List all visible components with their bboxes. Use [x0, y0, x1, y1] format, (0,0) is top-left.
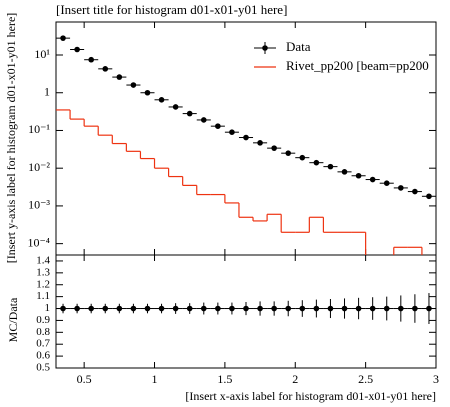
y-tick-label: 10⁻²: [28, 160, 50, 174]
y-tick-label: 10¹: [34, 47, 50, 61]
ratio-point: [299, 305, 306, 312]
data-point: [215, 123, 221, 129]
data-point: [130, 82, 137, 88]
data-point: [355, 172, 362, 179]
x-axis-label: [Insert x-axis label for histogram d01-x…: [185, 389, 436, 403]
y-tick-label: 1: [45, 302, 51, 314]
y-tick-label: 0.5: [36, 362, 50, 374]
data-point: [412, 188, 418, 195]
y-tick-label: 10⁻¹: [28, 122, 50, 136]
ratio-point: [355, 305, 362, 312]
ratio-point: [116, 305, 123, 312]
ratio-point: [257, 305, 263, 312]
data-point: [200, 117, 207, 123]
data-point: [285, 150, 292, 156]
y-tick-label: 0.6: [36, 350, 50, 362]
y-tick-label: 1.1: [36, 290, 50, 302]
ratio-frame: [55, 254, 437, 369]
ratio-y-label: MC/Data: [6, 297, 20, 342]
data-point: [257, 140, 263, 146]
ratio-point: [271, 305, 277, 312]
x-tick-label: 2.5: [358, 372, 373, 386]
x-tick-label: 2: [292, 372, 298, 386]
chart-title: [Insert title for histogram d01-x01-y01 …: [56, 2, 287, 17]
y-tick-label: 0.7: [36, 338, 50, 350]
data-point: [327, 163, 334, 170]
ratio-point: [426, 305, 432, 312]
ratio-point: [186, 305, 193, 312]
x-tick-label: 1: [152, 372, 158, 386]
data-point: [243, 134, 249, 141]
x-tick-label: 0.5: [77, 372, 92, 386]
data-point: [186, 110, 193, 117]
ratio-point: [285, 305, 292, 312]
data-point: [88, 56, 94, 63]
y-tick-label: 10⁻⁴: [27, 235, 50, 249]
ratio-point: [158, 305, 165, 312]
x-tick-label: 1.5: [217, 372, 232, 386]
data-point: [426, 193, 432, 200]
ratio-point: [130, 305, 137, 312]
ratio-point: [243, 305, 249, 312]
y-tick-label: 0.8: [36, 326, 50, 338]
data-point: [158, 96, 165, 103]
ratio-point: [229, 305, 235, 312]
data-point: [102, 66, 109, 72]
legend-swatch: [262, 45, 268, 51]
data-point: [383, 180, 390, 187]
ratio-point: [200, 305, 207, 312]
data-point: [369, 176, 376, 183]
ratio-point: [398, 305, 404, 312]
x-tick-label: 3: [433, 372, 439, 386]
legend-label: Rivet_pp200 [beam=pp200: [286, 58, 429, 73]
ratio-point: [412, 305, 418, 312]
ratio-point: [88, 305, 94, 312]
y-tick-label: 1: [44, 84, 50, 98]
data-point: [116, 74, 123, 80]
ratio-point: [341, 305, 348, 312]
ratio-point: [327, 305, 334, 312]
ratio-point: [369, 305, 376, 312]
data-point: [144, 89, 151, 96]
y-tick-label: 1.4: [36, 254, 50, 266]
data-point: [74, 46, 80, 53]
data-point: [341, 169, 348, 175]
legend-label: Data: [286, 39, 311, 54]
ratio-point: [383, 305, 390, 312]
data-point: [271, 145, 277, 151]
y-tick-label: 10⁻³: [28, 198, 50, 212]
y-axis-label: [Insert y-axis label for histogram d01-x…: [4, 13, 18, 264]
y-tick-label: 1.2: [36, 278, 50, 290]
ratio-point: [60, 305, 66, 312]
ratio-point: [102, 305, 109, 312]
data-point: [398, 185, 404, 191]
ratio-point: [215, 305, 221, 312]
ratio-point: [74, 305, 80, 312]
y-tick-label: 0.9: [36, 314, 50, 326]
y-tick-label: 1.3: [36, 266, 50, 278]
ratio-point: [172, 305, 179, 312]
ratio-point: [144, 305, 151, 312]
data-point: [172, 104, 179, 110]
data-point: [313, 159, 320, 166]
data-point: [299, 154, 306, 161]
data-point: [60, 35, 66, 41]
ratio-point: [313, 305, 320, 312]
data-point: [229, 129, 235, 135]
